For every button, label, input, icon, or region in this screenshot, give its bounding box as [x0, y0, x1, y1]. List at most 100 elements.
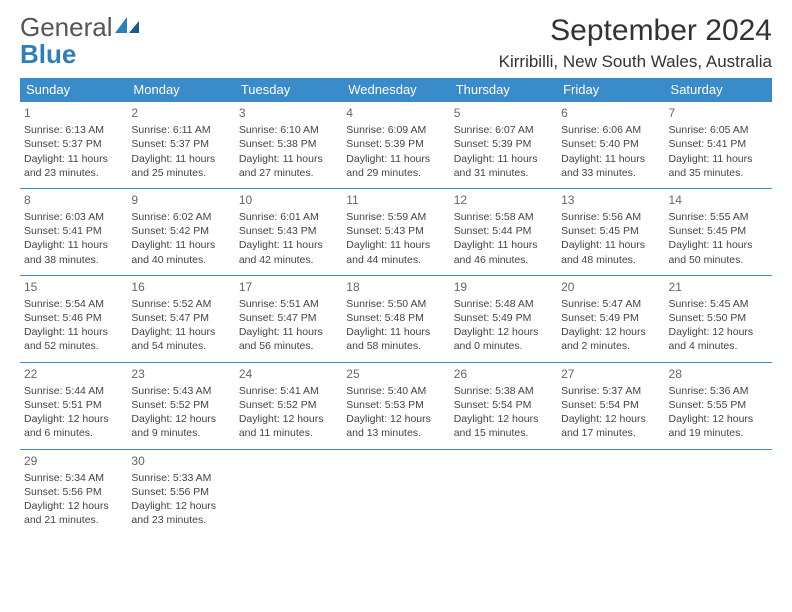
calendar-day-cell: 10Sunrise: 6:01 AMSunset: 5:43 PMDayligh… [235, 188, 342, 275]
day-number: 20 [561, 279, 660, 295]
sunset-line: Sunset: 5:56 PM [131, 485, 230, 499]
calendar-week-row: 15Sunrise: 5:54 AMSunset: 5:46 PMDayligh… [20, 275, 772, 362]
daylight-line: Daylight: 11 hours and 48 minutes. [561, 238, 660, 266]
daylight-line: Daylight: 11 hours and 33 minutes. [561, 152, 660, 180]
sunset-line: Sunset: 5:40 PM [561, 137, 660, 151]
daylight-line: Daylight: 12 hours and 23 minutes. [131, 499, 230, 527]
daylight-line: Daylight: 11 hours and 29 minutes. [346, 152, 445, 180]
sunrise-line: Sunrise: 5:51 AM [239, 297, 338, 311]
daylight-line: Daylight: 11 hours and 40 minutes. [131, 238, 230, 266]
day-number: 3 [239, 105, 338, 121]
day-header: Sunday [20, 78, 127, 102]
sunset-line: Sunset: 5:39 PM [346, 137, 445, 151]
daylight-line: Daylight: 12 hours and 21 minutes. [24, 499, 123, 527]
daylight-line: Daylight: 12 hours and 4 minutes. [669, 325, 768, 353]
sunrise-line: Sunrise: 6:11 AM [131, 123, 230, 137]
day-number: 28 [669, 366, 768, 382]
sunset-line: Sunset: 5:55 PM [669, 398, 768, 412]
calendar-day-cell: 5Sunrise: 6:07 AMSunset: 5:39 PMDaylight… [450, 102, 557, 189]
sunrise-line: Sunrise: 5:58 AM [454, 210, 553, 224]
daylight-line: Daylight: 12 hours and 15 minutes. [454, 412, 553, 440]
daylight-line: Daylight: 12 hours and 6 minutes. [24, 412, 123, 440]
sunrise-line: Sunrise: 5:44 AM [24, 384, 123, 398]
calendar-empty-cell [557, 449, 664, 535]
sunset-line: Sunset: 5:53 PM [346, 398, 445, 412]
sunrise-line: Sunrise: 5:55 AM [669, 210, 768, 224]
sunrise-line: Sunrise: 6:03 AM [24, 210, 123, 224]
day-number: 26 [454, 366, 553, 382]
calendar-day-cell: 18Sunrise: 5:50 AMSunset: 5:48 PMDayligh… [342, 275, 449, 362]
day-number: 5 [454, 105, 553, 121]
day-header: Wednesday [342, 78, 449, 102]
calendar-day-cell: 8Sunrise: 6:03 AMSunset: 5:41 PMDaylight… [20, 188, 127, 275]
calendar-week-row: 8Sunrise: 6:03 AMSunset: 5:41 PMDaylight… [20, 188, 772, 275]
day-header: Monday [127, 78, 234, 102]
calendar-header-row: SundayMondayTuesdayWednesdayThursdayFrid… [20, 78, 772, 102]
daylight-line: Daylight: 11 hours and 23 minutes. [24, 152, 123, 180]
calendar-empty-cell [342, 449, 449, 535]
calendar-table: SundayMondayTuesdayWednesdayThursdayFrid… [20, 78, 772, 535]
daylight-line: Daylight: 12 hours and 17 minutes. [561, 412, 660, 440]
day-number: 30 [131, 453, 230, 469]
daylight-line: Daylight: 11 hours and 56 minutes. [239, 325, 338, 353]
calendar-day-cell: 21Sunrise: 5:45 AMSunset: 5:50 PMDayligh… [665, 275, 772, 362]
daylight-line: Daylight: 12 hours and 13 minutes. [346, 412, 445, 440]
sunrise-line: Sunrise: 5:41 AM [239, 384, 338, 398]
calendar-day-cell: 24 Sunrise: 5:41 AMSunset: 5:52 PMDayligh… [235, 362, 342, 449]
day-number: 27 [561, 366, 660, 382]
sunrise-line: Sunrise: 5:47 AM [561, 297, 660, 311]
calendar-day-cell: 28Sunrise: 5:36 AMSunset: 5:55 PMDayligh… [665, 362, 772, 449]
sunset-line: Sunset: 5:47 PM [239, 311, 338, 325]
calendar-week-row: 22Sunrise: 5:44 AMSunset: 5:51 PMDayligh… [20, 362, 772, 449]
day-header: Friday [557, 78, 664, 102]
daylight-line: Daylight: 11 hours and 44 minutes. [346, 238, 445, 266]
sunset-line: Sunset: 5:54 PM [454, 398, 553, 412]
daylight-line: Daylight: 12 hours and 0 minutes. [454, 325, 553, 353]
sunset-line: Sunset: 5:42 PM [131, 224, 230, 238]
calendar-day-cell: 12Sunrise: 5:58 AMSunset: 5:44 PMDayligh… [450, 188, 557, 275]
calendar-day-cell: 26Sunrise: 5:38 AMSunset: 5:54 PMDayligh… [450, 362, 557, 449]
day-number: 12 [454, 192, 553, 208]
sunset-line: Sunset: 5:52 PM [131, 398, 230, 412]
day-number: 6 [561, 105, 660, 121]
day-number: 18 [346, 279, 445, 295]
sunrise-line: Sunrise: 6:10 AM [239, 123, 338, 137]
sunset-line: Sunset: 5:37 PM [24, 137, 123, 151]
logo-sail-icon [115, 17, 141, 35]
calendar-day-cell: 29Sunrise: 5:34 AMSunset: 5:56 PMDayligh… [20, 449, 127, 535]
daylight-line: Daylight: 12 hours and 2 minutes. [561, 325, 660, 353]
sunset-line: Sunset: 5:52 PM [239, 398, 338, 412]
logo: General Blue [20, 14, 141, 68]
calendar-empty-cell [235, 449, 342, 535]
logo-word1: General [20, 12, 113, 42]
day-number: 7 [669, 105, 768, 121]
calendar-empty-cell [450, 449, 557, 535]
calendar-day-cell: 25Sunrise: 5:40 AMSunset: 5:53 PMDayligh… [342, 362, 449, 449]
day-number: 9 [131, 192, 230, 208]
calendar-day-cell: 19Sunrise: 5:48 AMSunset: 5:49 PMDayligh… [450, 275, 557, 362]
calendar-week-row: 1Sunrise: 6:13 AMSunset: 5:37 PMDaylight… [20, 102, 772, 189]
daylight-line: Daylight: 11 hours and 27 minutes. [239, 152, 338, 180]
sunset-line: Sunset: 5:37 PM [131, 137, 230, 151]
day-number: 24 [239, 366, 338, 382]
calendar-day-cell: 27Sunrise: 5:37 AMSunset: 5:54 PMDayligh… [557, 362, 664, 449]
calendar-day-cell: 23Sunrise: 5:43 AMSunset: 5:52 PMDayligh… [127, 362, 234, 449]
calendar-day-cell: 15Sunrise: 5:54 AMSunset: 5:46 PMDayligh… [20, 275, 127, 362]
calendar-day-cell: 13Sunrise: 5:56 AMSunset: 5:45 PMDayligh… [557, 188, 664, 275]
sunrise-line: Sunrise: 6:01 AM [239, 210, 338, 224]
daylight-line: Daylight: 11 hours and 31 minutes. [454, 152, 553, 180]
day-number: 11 [346, 192, 445, 208]
daylight-line: Daylight: 12 hours and 11 minutes. [239, 412, 338, 440]
sunrise-line: Sunrise: 5:56 AM [561, 210, 660, 224]
day-number: 29 [24, 453, 123, 469]
calendar-day-cell: 30Sunrise: 5:33 AMSunset: 5:56 PMDayligh… [127, 449, 234, 535]
day-number: 1 [24, 105, 123, 121]
daylight-line: Daylight: 11 hours and 50 minutes. [669, 238, 768, 266]
calendar-day-cell: 17Sunrise: 5:51 AMSunset: 5:47 PMDayligh… [235, 275, 342, 362]
day-number: 23 [131, 366, 230, 382]
sunset-line: Sunset: 5:41 PM [669, 137, 768, 151]
calendar-week-row: 29Sunrise: 5:34 AMSunset: 5:56 PMDayligh… [20, 449, 772, 535]
sunset-line: Sunset: 5:45 PM [669, 224, 768, 238]
daylight-line: Daylight: 12 hours and 19 minutes. [669, 412, 768, 440]
sunrise-line: Sunrise: 5:34 AM [24, 471, 123, 485]
